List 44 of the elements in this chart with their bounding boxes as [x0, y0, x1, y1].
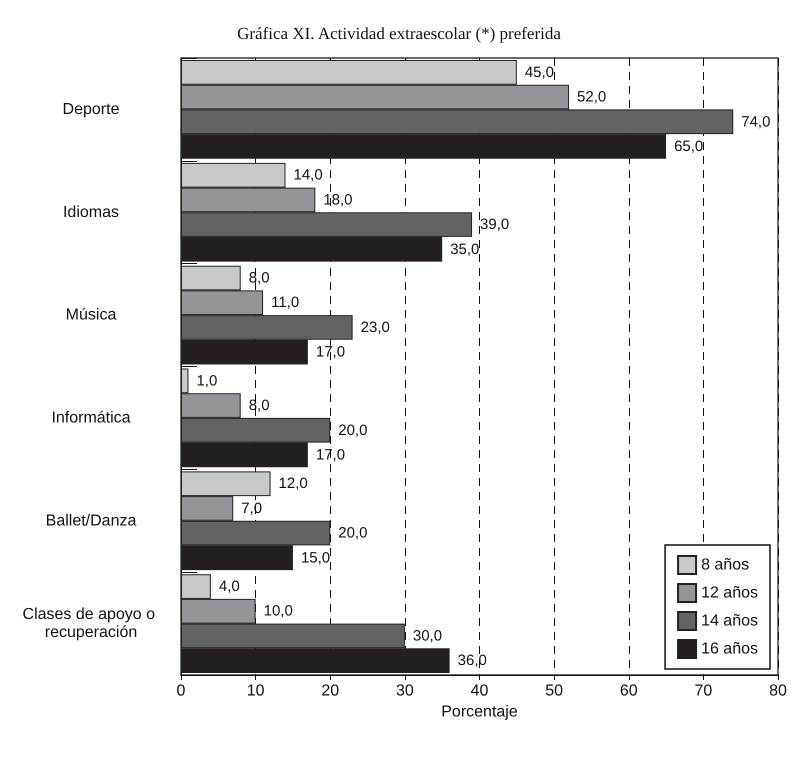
x-tick-label: 70	[694, 682, 712, 700]
x-tick-label: 60	[620, 682, 638, 700]
data-label: 11,0	[271, 294, 300, 312]
data-label: 39,0	[480, 216, 510, 234]
x-tick-label: 10	[246, 682, 265, 700]
data-label: 23,0	[360, 318, 390, 336]
legend-label: 14 años	[701, 612, 758, 630]
y-tick-label: Informática	[51, 409, 131, 426]
data-label: 30,0	[412, 627, 442, 644]
data-label: 36,0	[458, 652, 487, 670]
x-tick-label: 50	[545, 682, 564, 700]
data-label: 52,0	[577, 88, 606, 106]
data-label: 35,0	[450, 240, 480, 258]
data-label: 10,0	[264, 602, 293, 620]
x-tick-label: 0	[176, 682, 186, 700]
legend-label: 8 años	[701, 556, 750, 574]
data-label: 8,0	[248, 397, 270, 414]
legend-label: 16 años	[701, 640, 758, 658]
chart-title: Gráfica XI. Actividad extraescolar (*) preferida	[237, 24, 562, 43]
data-label: 14,0	[293, 166, 323, 184]
y-tick-label: Idiomas	[62, 204, 120, 221]
data-label: 1,0	[196, 372, 218, 390]
x-axis-title: Porcentaje	[441, 703, 518, 720]
y-tick-label: Clases de apoyo o recuperación	[22, 606, 160, 642]
data-label: 74,0	[741, 113, 770, 130]
data-label: 17,0	[316, 344, 346, 361]
data-label: 8,0	[248, 270, 270, 287]
data-label: 45,0	[524, 64, 554, 81]
data-label: 65,0	[674, 138, 704, 155]
y-tick-label: Música	[66, 306, 116, 324]
data-label: 17,0	[316, 446, 346, 464]
x-tick-label: 20	[321, 682, 340, 700]
y-tick-label: Ballet/Danza	[46, 512, 136, 530]
x-tick-label: 30	[396, 682, 414, 700]
data-label: 12,0	[278, 475, 308, 492]
data-label: 4,0	[218, 578, 240, 596]
data-label: 20,0	[338, 422, 368, 439]
x-tick-label: 80	[769, 682, 787, 700]
data-label: 15,0	[300, 549, 330, 566]
legend-label: 12 años	[701, 584, 758, 602]
y-tick-label: Deporte	[62, 100, 120, 118]
data-label: 20,0	[338, 524, 368, 542]
data-label: 18,0	[323, 191, 353, 208]
x-tick-label: 40	[470, 682, 488, 700]
